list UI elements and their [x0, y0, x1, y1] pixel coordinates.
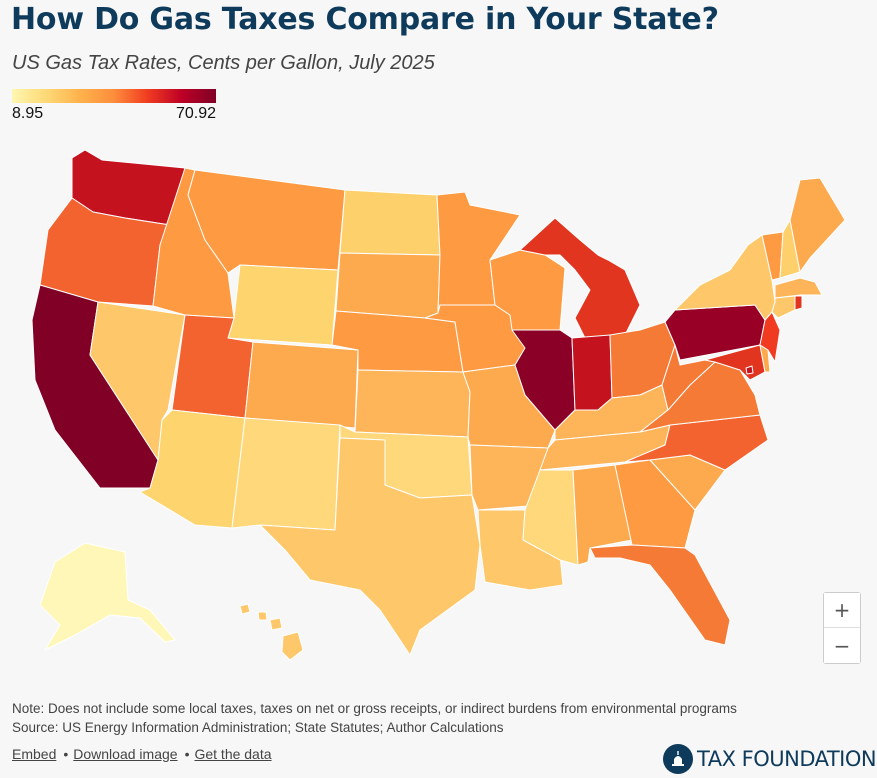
state-KS[interactable] [354, 369, 471, 438]
state-AK[interactable] [39, 542, 176, 651]
state-TX[interactable] [259, 437, 481, 656]
state-MA[interactable] [774, 277, 823, 299]
state-ME[interactable] [789, 177, 846, 273]
tax-foundation-logo: TAX FOUNDATION [663, 744, 877, 774]
color-legend: 8.95 70.92 [12, 89, 216, 122]
embed-link[interactable]: Embed [12, 746, 57, 762]
zoom-controls: + − [823, 592, 861, 664]
state-HI[interactable] [239, 603, 304, 661]
page-subtitle: US Gas Tax Rates, Cents per Gallon, July… [12, 52, 435, 74]
legend-min-label: 8.95 [12, 105, 44, 122]
legend-max-label: 70.92 [175, 105, 216, 122]
state-ND[interactable] [339, 189, 441, 256]
link-separator: • [184, 746, 190, 762]
state-CT[interactable] [771, 295, 796, 319]
state-DC[interactable] [745, 365, 754, 375]
download-image-link[interactable]: Download image [73, 746, 178, 762]
footer-links: Embed • Download image • Get the data [12, 746, 272, 762]
brand-name: TAX FOUNDATION [697, 747, 877, 771]
note-text: Note: Does not include some local taxes,… [12, 701, 737, 716]
state-RI[interactable] [794, 295, 803, 311]
state-CO[interactable] [244, 341, 359, 429]
state-NM[interactable] [231, 417, 341, 531]
get-data-link[interactable]: Get the data [194, 746, 272, 762]
zoom-in-button[interactable]: + [824, 593, 860, 628]
us-choropleth-map[interactable] [0, 140, 877, 670]
state-NY[interactable] [674, 234, 776, 321]
page-title: How Do Gas Taxes Compare in Your State? [11, 2, 719, 37]
state-AR[interactable] [469, 444, 549, 511]
link-separator: • [63, 746, 69, 762]
footnotes: Note: Does not include some local taxes,… [12, 699, 737, 737]
state-WY[interactable] [227, 264, 339, 346]
state-IN[interactable] [571, 334, 613, 411]
capitol-dome-icon [663, 744, 693, 774]
legend-gradient-bar [12, 89, 216, 103]
zoom-out-button[interactable]: − [824, 628, 860, 663]
source-text: Source: US Energy Information Administra… [12, 720, 504, 735]
state-NC[interactable] [624, 414, 769, 471]
state-SD[interactable] [335, 252, 441, 319]
state-FL[interactable] [589, 544, 731, 646]
